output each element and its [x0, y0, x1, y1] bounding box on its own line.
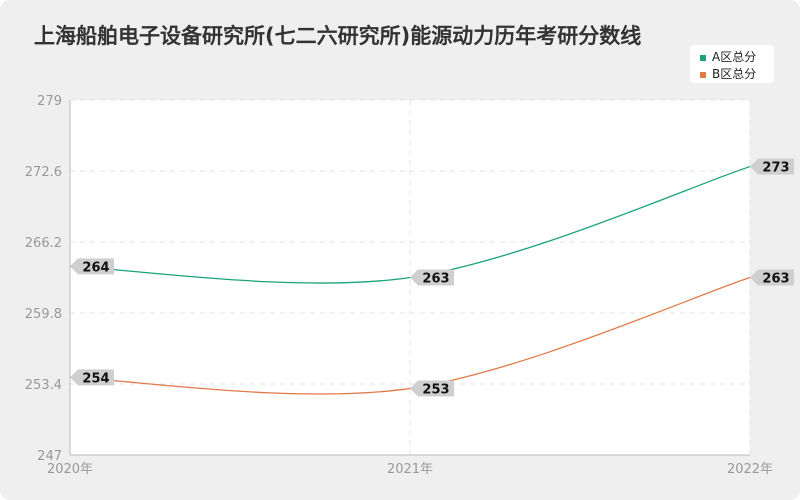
data-labels: 264 263 273 254 253 263 [70, 158, 794, 397]
data-label-tag [410, 380, 454, 397]
y-tick-label: 253.4 [25, 378, 62, 393]
data-label: 253 [410, 380, 454, 397]
data-label-tag [70, 258, 114, 275]
data-label: 263 [750, 269, 794, 287]
data-label-text: 263 [762, 272, 789, 287]
data-label-text: 254 [82, 371, 109, 386]
data-label-tag [410, 269, 454, 286]
legend[interactable]: A区总分 B区总分 [690, 45, 774, 83]
data-label: 273 [750, 158, 794, 176]
series-line-b [69, 276, 751, 395]
data-label-text: 273 [762, 161, 789, 176]
grid [70, 99, 751, 455]
legend-swatch-b [700, 71, 706, 78]
data-label-tag [70, 369, 114, 386]
data-label-tag [750, 269, 794, 286]
y-tick-label: 266.2 [25, 236, 62, 251]
data-label: 264 [70, 258, 114, 275]
data-label-text: 264 [82, 260, 109, 275]
chart-title: 上海船舶电子设备研究所(七二六研究所)能源动力历年考研分数线 [34, 24, 642, 48]
data-label: 254 [70, 369, 114, 386]
legend-swatch-a [700, 54, 706, 61]
x-tick-label: 2022年 [727, 462, 773, 477]
data-label-text: 253 [422, 382, 449, 397]
y-tick-label: 272.6 [25, 165, 62, 180]
data-label: 263 [410, 269, 454, 287]
y-tick-label: 279 [37, 94, 62, 109]
data-label-tag [750, 158, 794, 175]
y-tick-label: 247 [37, 449, 62, 464]
y-tick-label: 259.8 [25, 307, 62, 322]
legend-label-a: A区总分 [712, 50, 757, 64]
x-tick-label: 2021年 [387, 462, 433, 477]
legend-item-a[interactable]: A区总分 [700, 48, 756, 65]
legend-label-b: B区总分 [712, 67, 757, 81]
axes: 247 253.4 259.8 266.2 272.6 279 2020年 2021年 2022… [25, 94, 773, 477]
data-label-text: 263 [422, 272, 449, 287]
x-tick-label: 2020年 [47, 462, 93, 477]
legend-item-b[interactable]: B区总分 [700, 65, 756, 82]
